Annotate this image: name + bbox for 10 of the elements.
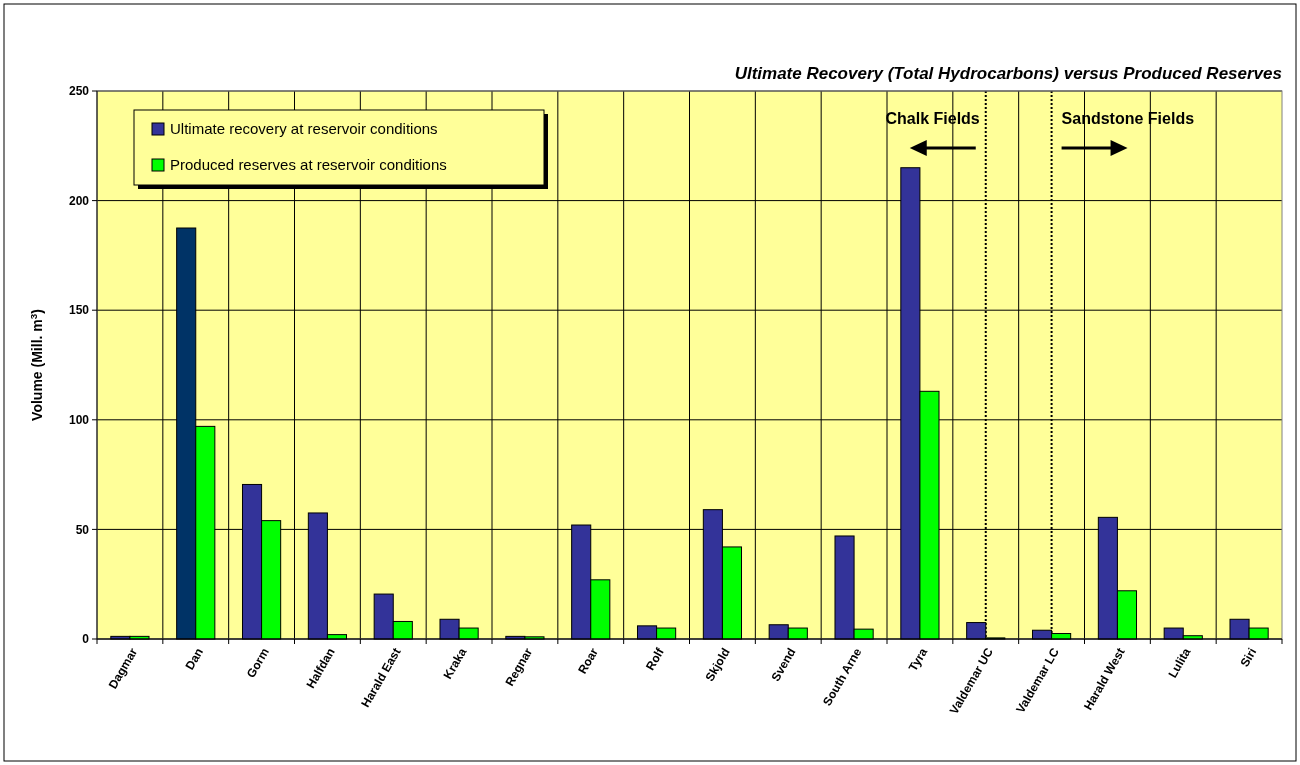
legend-label: Ultimate recovery at reservoir conditions [170, 120, 438, 138]
y-tick-label: 150 [68, 303, 90, 318]
y-tick-label: 50 [75, 522, 90, 537]
legend-label: Produced reserves at reservoir conditions [170, 156, 447, 174]
y-tick-label: 200 [68, 193, 90, 208]
y-tick-label: 100 [68, 413, 90, 427]
y-tick-label: 250 [68, 84, 90, 99]
x-tick-label: Siri [1237, 645, 1260, 670]
chart-title: Ultimate Recovery (Total Hydrocarbons) versus Produced Reserves [734, 64, 1282, 83]
y-tick-label: 0 [82, 632, 90, 647]
